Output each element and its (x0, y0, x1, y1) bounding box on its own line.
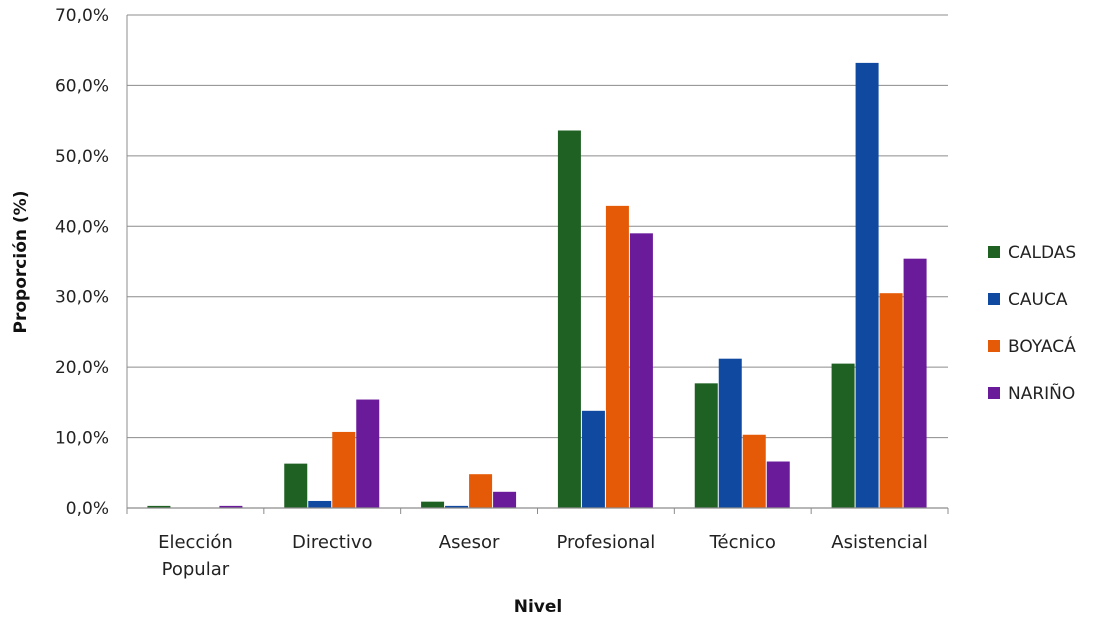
y-axis-title: Proporción (%) (11, 191, 31, 334)
bar (855, 62, 879, 509)
bar (284, 463, 308, 508)
bar (718, 358, 742, 508)
bars (147, 62, 927, 509)
legend-label: CAUCA (1008, 290, 1068, 310)
legend-swatch (988, 387, 1000, 399)
y-tick-label: 30,0% (55, 288, 109, 308)
y-tick-label: 0,0% (66, 499, 109, 519)
gridlines (127, 14, 948, 439)
bar (493, 491, 517, 508)
axes (126, 15, 949, 514)
legend-label: BOYACÁ (1008, 335, 1076, 357)
bar (219, 505, 243, 508)
x-axis-title: Nivel (514, 597, 563, 617)
x-tick-label: Elección Popular (158, 532, 233, 580)
legend-item: BOYACÁ (988, 335, 1076, 357)
legend-item: CALDAS (988, 243, 1076, 263)
y-tick-label: 70,0% (55, 6, 109, 26)
bar (831, 363, 855, 508)
x-tick-label: Asistencial (831, 532, 928, 553)
bar (629, 233, 653, 509)
bar (445, 505, 469, 508)
bar (557, 130, 581, 508)
x-tick-label: Directivo (292, 532, 373, 553)
y-tick-label: 10,0% (55, 429, 109, 449)
x-tick-label: Profesional (557, 532, 656, 553)
legend-swatch (988, 340, 1000, 352)
x-tick-label: Técnico (709, 532, 776, 553)
bar (879, 293, 903, 508)
legend-label: NARIÑO (1008, 382, 1075, 404)
y-tick-label: 50,0% (55, 147, 109, 167)
legend-swatch (988, 293, 1000, 305)
x-tick-label: Asesor (439, 532, 500, 553)
y-tick-label: 40,0% (55, 217, 109, 237)
y-tick-label: 60,0% (55, 76, 109, 96)
bar (469, 474, 493, 508)
bar (694, 383, 718, 508)
legend-item: NARIÑO (988, 382, 1075, 404)
bar (332, 431, 356, 508)
x-category-labels: Elección Popular Directivo Asesor Profesiona… (158, 532, 928, 580)
legend-label: CALDAS (1008, 243, 1076, 263)
bar (742, 434, 766, 508)
legend-swatch (988, 246, 1000, 258)
bar (147, 505, 171, 508)
bar (581, 410, 605, 508)
bar (605, 205, 629, 508)
y-tick-labels: 0,0% 10,0% 20,0% 30,0% 40,0% 50,0% 60,0% 70,0% (55, 6, 109, 519)
bar (766, 461, 790, 508)
bar (421, 501, 445, 508)
legend-item: CAUCA (988, 290, 1068, 310)
bar (308, 500, 332, 508)
y-tick-label: 20,0% (55, 358, 109, 378)
bar (903, 258, 927, 508)
bar (356, 399, 380, 508)
legend: CALDAS CAUCA BOYACÁ NARIÑO (988, 243, 1076, 404)
